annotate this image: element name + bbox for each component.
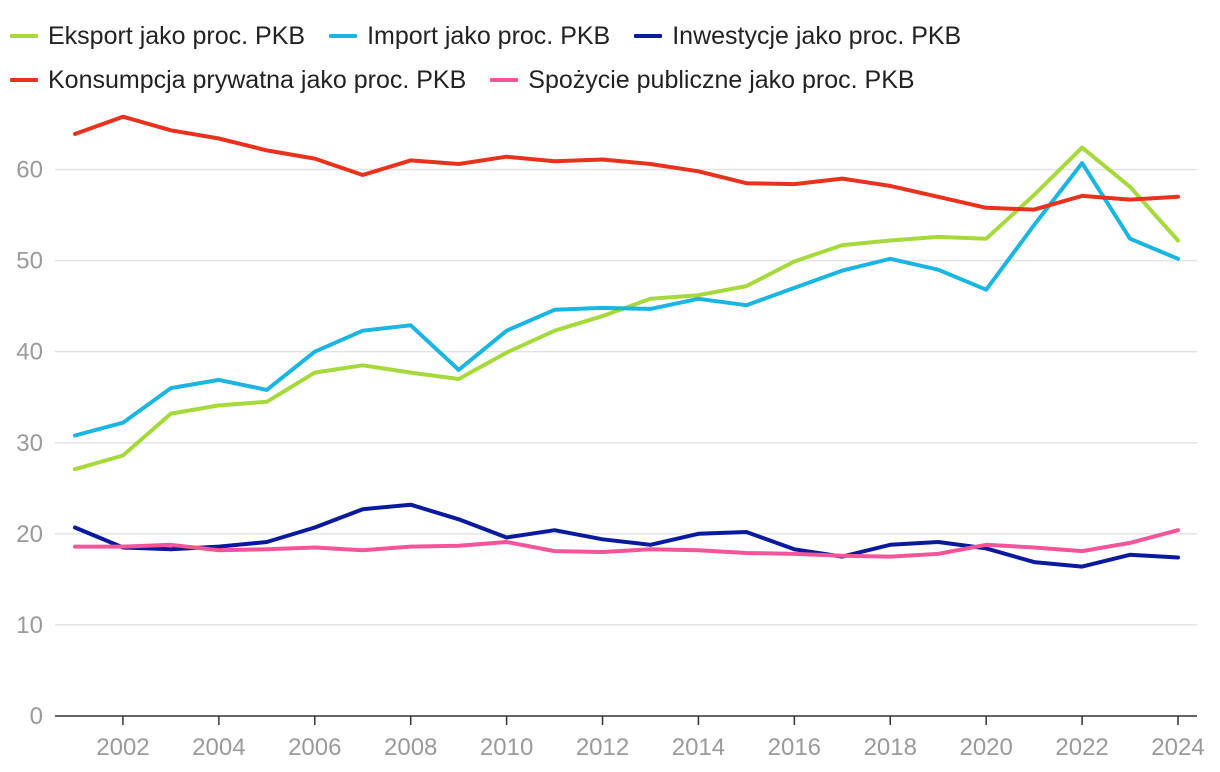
- legend-label-konsumpcja: Konsumpcja prywatna jako proc. PKB: [48, 65, 467, 94]
- x-tick-label-2020: 2020: [959, 734, 1012, 761]
- legend-swatch-import: [329, 34, 358, 38]
- series-line-3: [73, 114, 1180, 212]
- legend-item-spozycie: Spożycie publiczne jako proc. PKB: [490, 65, 915, 95]
- x-tick-label-2012: 2012: [576, 734, 629, 761]
- x-tick-label-2022: 2022: [1055, 734, 1108, 761]
- x-tick-label-2018: 2018: [864, 734, 917, 761]
- y-tick-label-50: 50: [16, 248, 43, 275]
- legend-label-import: Import jako proc. PKB: [367, 21, 611, 50]
- series-lines: [73, 114, 1180, 569]
- series-line-2: [73, 502, 1180, 569]
- chart-legend: Eksport jako proc. PKB Import jako proc.…: [10, 14, 1210, 102]
- legend-item-import: Import jako proc. PKB: [329, 22, 610, 51]
- x-tick-label-2024: 2024: [1151, 734, 1204, 761]
- x-tick-label-2002: 2002: [96, 734, 149, 761]
- legend-label-spozycie: Spożycie publiczne jako proc. PKB: [528, 65, 915, 94]
- legend-label-eksport: Eksport jako proc. PKB: [48, 21, 306, 50]
- legend-swatch-eksport: [10, 34, 38, 38]
- x-tick-label-2004: 2004: [192, 734, 245, 761]
- legend-item-eksport: Eksport jako proc. PKB: [10, 22, 305, 51]
- y-tick-label-30: 30: [16, 430, 43, 457]
- x-tick-label-2010: 2010: [480, 734, 533, 761]
- x-tick-label-2014: 2014: [672, 734, 725, 761]
- legend-item-inwestycje: Inwestycje jako proc. PKB: [634, 22, 961, 51]
- axes: 0 10 20 30 40 50 60 2002 2004 2006 2008 2010 2012 201…: [16, 157, 1204, 762]
- y-tick-label-20: 20: [16, 521, 43, 548]
- x-tick-label-2008: 2008: [384, 734, 437, 761]
- legend-row-1: Eksport jako proc. PKB Import jako proc.…: [10, 14, 1210, 58]
- x-tick-label-2006: 2006: [288, 734, 341, 761]
- y-tick-label-60: 60: [16, 157, 43, 184]
- series-line-1: [73, 161, 1180, 438]
- legend-label-inwestycje: Inwestycje jako proc. PKB: [672, 21, 962, 50]
- legend-item-konsumpcja: Konsumpcja prywatna jako proc. PKB: [10, 66, 466, 95]
- y-tick-label-10: 10: [16, 612, 43, 639]
- legend-swatch-inwestycje: [634, 34, 663, 38]
- y-tick-label-40: 40: [16, 339, 43, 366]
- y-tick-label-0: 0: [30, 703, 43, 730]
- legend-swatch-spozycie: [490, 78, 519, 82]
- series-line-4: [73, 528, 1180, 559]
- legend-row-2: Konsumpcja prywatna jako proc. PKB Spoży…: [10, 58, 1210, 102]
- x-tick-label-2016: 2016: [768, 734, 821, 761]
- legend-swatch-konsumpcja: [10, 78, 38, 82]
